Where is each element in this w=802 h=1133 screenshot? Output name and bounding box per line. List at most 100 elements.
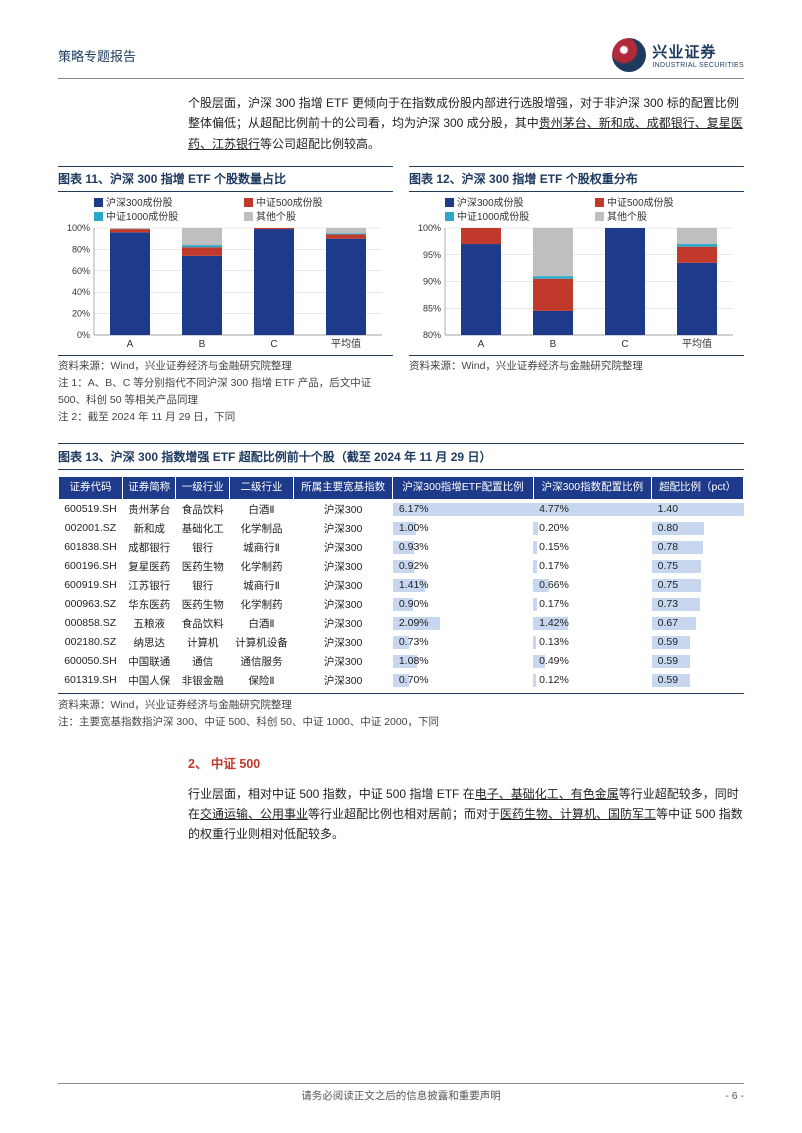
table-13-title: 图表 13、沪深 300 指数增强 ETF 超配比例前十个股（截至 2024 年…: [58, 443, 744, 470]
table-header-cell: 一级行业: [176, 477, 230, 500]
table-cell: 0.80: [652, 519, 744, 538]
table-cell: 1.42%: [533, 614, 652, 633]
table-cell: 0.49%: [533, 652, 652, 671]
table-cell: 非银金融: [176, 671, 230, 690]
chart-12-svg: 沪深300成份股中证500成份股中证1000成份股其他个股80%85%90%95…: [409, 196, 739, 351]
table-cell: 沪深300: [293, 614, 392, 633]
table-cell: 600519.SH: [59, 499, 123, 519]
table-cell: 0.13%: [533, 633, 652, 652]
table-header-cell: 沪深300指数配置比例: [533, 477, 652, 500]
svg-text:其他个股: 其他个股: [607, 210, 647, 223]
svg-text:中证1000成份股: 中证1000成份股: [106, 210, 178, 223]
chart-12-source: 资料来源：Wind，兴业证券经济与金融研究院整理: [409, 359, 744, 375]
svg-text:40%: 40%: [72, 287, 90, 297]
table-cell: 白酒Ⅱ: [230, 499, 294, 519]
svg-text:100%: 100%: [67, 223, 90, 233]
table-cell: 002180.SZ: [59, 633, 123, 652]
svg-text:其他个股: 其他个股: [256, 210, 296, 223]
table-cell: 城商行Ⅱ: [230, 576, 294, 595]
table-cell: 4.77%: [533, 499, 652, 519]
table-cell: 2.09%: [393, 614, 533, 633]
intro-paragraph: 个股层面，沪深 300 指增 ETF 更倾向于在指数成份股内部进行选股增强，对于…: [188, 93, 744, 154]
table-cell: 0.20%: [533, 519, 652, 538]
table-cell: 0.59: [652, 671, 744, 690]
svg-text:平均值: 平均值: [331, 337, 361, 350]
chart-11-title: 图表 11、沪深 300 指增 ETF 个股数量占比: [58, 166, 393, 187]
table-cell: 600196.SH: [59, 557, 123, 576]
table-cell: 601838.SH: [59, 538, 123, 557]
table-cell: 000858.SZ: [59, 614, 123, 633]
charts-row: 图表 11、沪深 300 指增 ETF 个股数量占比 沪深300成份股中证500…: [58, 166, 744, 439]
chart-note-1: 注 1：A、B、C 等分别指代不同沪深 300 指增 ETF 产品，后文中证 5…: [58, 375, 393, 409]
table-row: 002180.SZ纳思达计算机计算机设备沪深3000.73%0.13%0.59: [59, 633, 744, 652]
table-cell: 银行: [176, 576, 230, 595]
chart-12-block: 图表 12、沪深 300 指增 ETF 个股权重分布 沪深300成份股中证500…: [409, 166, 744, 439]
section-2-heading: 2、 中证 500: [188, 753, 744, 772]
table-cell: 基础化工: [176, 519, 230, 538]
table-cell: 白酒Ⅱ: [230, 614, 294, 633]
table-cell: 计算机设备: [230, 633, 294, 652]
table-cell: 沪深300: [293, 557, 392, 576]
table-row: 000858.SZ五粮液食品饮料白酒Ⅱ沪深3002.09%1.42%0.67: [59, 614, 744, 633]
chart-note-2: 注 2：截至 2024 年 11 月 29 日，下同: [58, 409, 393, 426]
logo-swirl-icon: [612, 38, 646, 72]
table-cell: 华东医药: [122, 595, 176, 614]
table-cell: 0.75: [652, 576, 744, 595]
table-cell: 复星医药: [122, 557, 176, 576]
svg-text:60%: 60%: [72, 266, 90, 276]
table-cell: 沪深300: [293, 633, 392, 652]
table-row: 002001.SZ新和成基础化工化学制品沪深3001.00%0.20%0.80: [59, 519, 744, 538]
table-cell: 0.59: [652, 633, 744, 652]
intro-c: 等公司超配比例较高。: [260, 137, 380, 151]
logo-cn: 兴业证券: [652, 41, 744, 62]
table-cell: 保险Ⅱ: [230, 671, 294, 690]
table-row: 601319.SH中国人保非银金融保险Ⅱ沪深3000.70%0.12%0.59: [59, 671, 744, 690]
chart-11-canvas: 沪深300成份股中证500成份股中证1000成份股其他个股0%20%40%60%…: [58, 191, 393, 356]
table-cell: 0.93%: [393, 538, 533, 557]
table-row: 600919.SH江苏银行银行城商行Ⅱ沪深3001.41%0.66%0.75: [59, 576, 744, 595]
table-cell: 食品饮料: [176, 499, 230, 519]
svg-text:沪深300成份股: 沪深300成份股: [457, 196, 524, 209]
svg-text:A: A: [478, 339, 485, 350]
svg-text:0%: 0%: [77, 330, 90, 340]
svg-text:80%: 80%: [423, 330, 441, 340]
footer-disclaimer: 请务必阅读正文之后的信息披露和重要声明: [301, 1090, 501, 1102]
table-cell: 食品饮料: [176, 614, 230, 633]
table-cell: 沪深300: [293, 595, 392, 614]
table-cell: 0.73%: [393, 633, 533, 652]
chart-12-canvas: 沪深300成份股中证500成份股中证1000成份股其他个股80%85%90%95…: [409, 191, 744, 356]
table-cell: 600919.SH: [59, 576, 123, 595]
table-cell: 沪深300: [293, 499, 392, 519]
svg-text:沪深300成份股: 沪深300成份股: [106, 196, 173, 209]
table-cell: 0.92%: [393, 557, 533, 576]
table-13-source-line: 资料来源：Wind，兴业证券经济与金融研究院整理: [58, 697, 744, 714]
report-type: 策略专题报告: [58, 46, 136, 65]
table-cell: 沪深300: [293, 652, 392, 671]
logo-en: INDUSTRIAL SECURITIES: [652, 62, 744, 69]
table-13-note: 注：主要宽基指数指沪深 300、中证 500、科创 50、中证 1000、中证 …: [58, 714, 744, 731]
table-row: 000963.SZ华东医药医药生物化学制药沪深3000.90%0.17%0.73: [59, 595, 744, 614]
table-row: 600196.SH复星医药医药生物化学制药沪深3000.92%0.17%0.75: [59, 557, 744, 576]
table-cell: 中国人保: [122, 671, 176, 690]
table-cell: 医药生物: [176, 557, 230, 576]
svg-text:80%: 80%: [72, 245, 90, 255]
table-13-source: 资料来源：Wind，兴业证券经济与金融研究院整理 注：主要宽基指数指沪深 300…: [58, 693, 744, 731]
chart-11-svg: 沪深300成份股中证500成份股中证1000成份股其他个股0%20%40%60%…: [58, 196, 388, 351]
table-cell: 成都银行: [122, 538, 176, 557]
table-cell: 化学制品: [230, 519, 294, 538]
table-cell: 6.17%: [393, 499, 533, 519]
svg-text:B: B: [199, 339, 206, 350]
svg-text:100%: 100%: [418, 223, 441, 233]
table-cell: 0.17%: [533, 557, 652, 576]
table-cell: 沪深300: [293, 576, 392, 595]
table-cell: 002001.SZ: [59, 519, 123, 538]
table-13: 证券代码证券简称一级行业二级行业所属主要宽基指数沪深300指增ETF配置比例沪深…: [58, 476, 744, 690]
table-header-cell: 所属主要宽基指数: [293, 477, 392, 500]
table-cell: 0.67: [652, 614, 744, 633]
chart-12-title: 图表 12、沪深 300 指增 ETF 个股权重分布: [409, 166, 744, 187]
table-cell: 贵州茅台: [122, 499, 176, 519]
table-cell: 1.41%: [393, 576, 533, 595]
section-2-paragraph: 行业层面，相对中证 500 指数，中证 500 指增 ETF 在电子、基础化工、…: [188, 784, 744, 845]
svg-text:90%: 90%: [423, 277, 441, 287]
table-cell: 1.40: [652, 499, 744, 519]
